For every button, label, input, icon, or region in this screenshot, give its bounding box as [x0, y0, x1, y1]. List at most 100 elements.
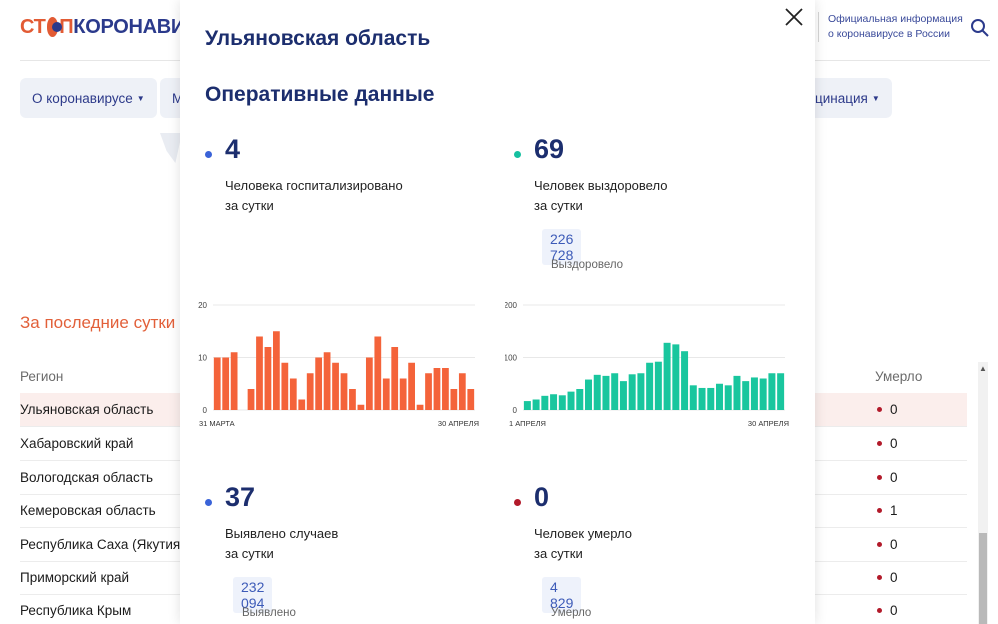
region-name: Кемеровская область — [20, 503, 156, 518]
stat-dot — [514, 499, 521, 506]
chart-bar — [523, 401, 531, 410]
stat-value: 37 — [225, 482, 256, 512]
died-cell: 0 — [877, 570, 898, 585]
logo[interactable]: СТ П КОРОНАВИ — [20, 14, 185, 40]
search-icon[interactable] — [970, 18, 990, 38]
stat-value: 0 — [534, 482, 550, 512]
chart-bar — [332, 362, 339, 410]
recovered-chart: 200 100 0 1 АПРЕЛЯ 30 АПРЕЛЯ — [505, 301, 789, 428]
chart-bar — [365, 357, 373, 410]
chart-bar — [213, 357, 221, 410]
region-name: Республика Саха (Якутия) — [20, 537, 185, 552]
chart-bar — [689, 385, 697, 410]
died-cell: 0 — [877, 436, 898, 451]
region-name: Ульяновская область — [20, 402, 154, 417]
stat-value: 69 — [534, 134, 565, 164]
chart-bar — [707, 387, 715, 410]
virus-icon — [46, 17, 62, 37]
stat-desc-line1: Человек выздоровело — [534, 178, 668, 193]
x-end-label: 30 АПРЕЛЯ — [748, 419, 789, 428]
chart-bar — [256, 336, 263, 410]
chart-bar — [230, 352, 238, 410]
chart-bar — [541, 395, 549, 410]
chart-bar — [382, 378, 390, 410]
y-tick-label: 10 — [198, 354, 207, 363]
chart-bar — [306, 373, 314, 410]
stat-dot — [514, 151, 521, 158]
died-value: 0 — [890, 470, 898, 485]
y-tick-label: 100 — [505, 354, 518, 363]
chart-bar — [759, 378, 767, 410]
died-value: 0 — [890, 570, 898, 585]
chart-bar — [681, 351, 689, 410]
modal-subtitle: Оперативные данные — [205, 83, 435, 106]
table-row[interactable]: Республика Крым 0 — [20, 594, 967, 624]
chart-bar — [315, 357, 323, 410]
total-badge: 226 728 — [542, 229, 582, 265]
stat-value: 4 — [225, 134, 241, 164]
died-value: 0 — [890, 603, 898, 618]
x-end-label: 30 АПРЕЛЯ — [438, 419, 479, 428]
died-dot — [877, 407, 882, 412]
died-cell: 0 — [877, 402, 898, 417]
scroll-up-arrow-icon[interactable]: ▲ — [979, 364, 987, 373]
chart-bar — [532, 399, 540, 410]
chart-bar — [273, 331, 280, 410]
chart-bar — [247, 389, 255, 410]
died-dot — [877, 542, 882, 547]
official-info-link[interactable]: Официальная информация о коронавирусе в … — [818, 12, 963, 42]
close-icon[interactable] — [783, 6, 805, 28]
died-value: 0 — [890, 537, 898, 552]
chart-bar — [298, 399, 306, 410]
died-dot — [877, 608, 882, 613]
died-value: 0 — [890, 436, 898, 451]
y-tick-label: 0 — [513, 406, 518, 415]
map-fragment — [160, 133, 182, 163]
y-tick-label: 0 — [203, 406, 208, 415]
chart-bar — [374, 336, 382, 410]
died-dot — [877, 508, 882, 513]
chart-bar — [567, 391, 575, 410]
chart-bar — [768, 373, 776, 410]
chart-bar — [289, 378, 297, 410]
died-value: 1 — [890, 503, 898, 518]
stat-dot — [205, 499, 212, 506]
nav-about-coronavirus[interactable]: О коронавирусе ▼ — [20, 78, 157, 118]
died-dot — [877, 441, 882, 446]
chart-bar — [724, 385, 732, 410]
chart-bar — [663, 342, 671, 410]
died-cell: 1 — [877, 503, 898, 518]
chart-bar — [777, 373, 785, 410]
stat-description: Человек выздоровело за сутки — [534, 176, 754, 216]
stat-desc-line2: за сутки — [534, 198, 583, 213]
chart-bar — [654, 361, 662, 410]
total-badge: 232 094 — [233, 577, 273, 613]
x-start-label: 1 АПРЕЛЯ — [509, 419, 546, 428]
died-cell: 0 — [877, 470, 898, 485]
nav-label: О коронавирусе — [32, 90, 133, 106]
chart-bar — [585, 379, 592, 410]
chart-bar — [550, 394, 558, 410]
x-start-label: 31 МАРТА — [199, 419, 235, 428]
scrollbar-track[interactable] — [978, 362, 988, 624]
logo-text-part1: СТ — [20, 15, 46, 38]
died-dot — [877, 575, 882, 580]
chart-bar — [349, 389, 356, 410]
chart-bar — [433, 368, 441, 410]
chart-bar — [576, 389, 584, 410]
chart-bar — [637, 373, 645, 410]
chart-bar — [698, 387, 706, 410]
scrollbar-thumb[interactable] — [979, 533, 987, 624]
logo-text-part2: П — [59, 15, 74, 38]
nav-label: М — [172, 90, 184, 106]
stat-desc-line2: за сутки — [534, 546, 583, 561]
hospitalized-chart: 20 10 0 31 МАРТА 30 АПРЕЛЯ — [198, 301, 479, 428]
caret-down-icon: ▼ — [871, 93, 880, 103]
stat-desc-line1: Человек умерло — [534, 526, 632, 541]
stat-description: Человека госпитализировано за сутки — [225, 176, 445, 216]
logo-text-part3: КОРОНАВИ — [73, 15, 185, 38]
died-cell: 0 — [877, 537, 898, 552]
died-cell: 0 — [877, 603, 898, 618]
chart-bar — [602, 375, 610, 410]
chart-bar — [611, 373, 619, 410]
